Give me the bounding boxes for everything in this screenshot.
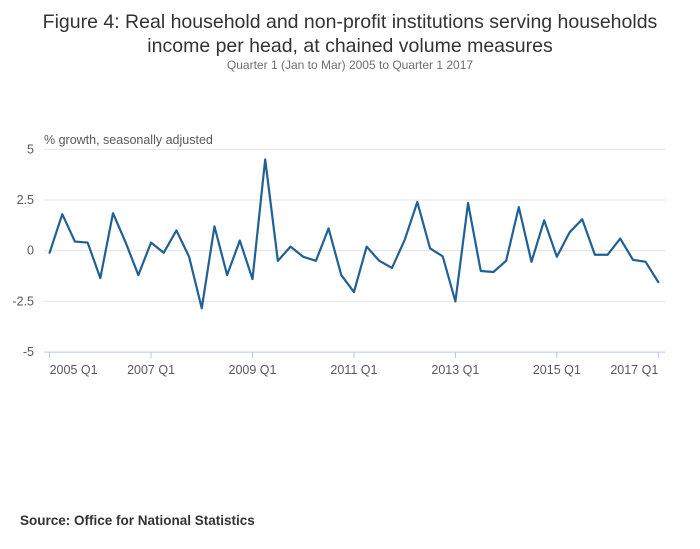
svg-text:% growth, seasonally adjusted: % growth, seasonally adjusted (44, 133, 213, 147)
svg-text:2015 Q1: 2015 Q1 (533, 363, 581, 377)
svg-text:0: 0 (27, 244, 34, 258)
svg-text:2.5: 2.5 (17, 193, 34, 207)
svg-text:2007 Q1: 2007 Q1 (127, 363, 175, 377)
svg-text:2013 Q1: 2013 Q1 (431, 363, 479, 377)
svg-text:-5: -5 (23, 345, 34, 359)
svg-text:-2.5: -2.5 (12, 294, 34, 308)
svg-text:5: 5 (27, 142, 34, 156)
svg-text:2017 Q1: 2017 Q1 (610, 363, 658, 377)
svg-text:2005 Q1: 2005 Q1 (50, 363, 98, 377)
svg-text:2009 Q1: 2009 Q1 (229, 363, 277, 377)
svg-text:2011 Q1: 2011 Q1 (330, 363, 377, 377)
